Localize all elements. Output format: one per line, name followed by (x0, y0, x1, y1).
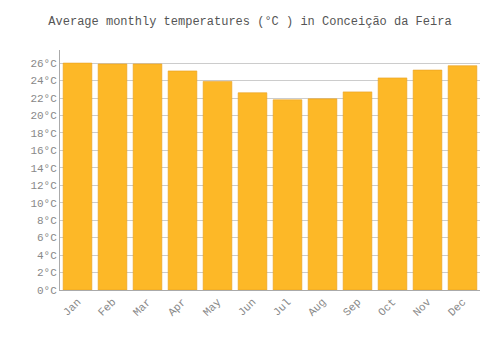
svg-text:Jan: Jan (61, 296, 83, 318)
svg-text:20°C: 20°C (30, 110, 57, 122)
svg-text:22°C: 22°C (30, 93, 57, 105)
svg-text:Average monthly temperatures (: Average monthly temperatures (°C ) in Co… (48, 15, 451, 29)
svg-text:Mar: Mar (131, 296, 153, 318)
svg-text:26°C: 26°C (30, 58, 57, 70)
svg-text:May: May (201, 296, 224, 319)
svg-text:Dec: Dec (446, 296, 468, 318)
svg-text:Nov: Nov (411, 296, 434, 319)
svg-text:10°C: 10°C (30, 198, 57, 210)
svg-text:18°C: 18°C (30, 128, 57, 140)
svg-text:0°C: 0°C (37, 285, 57, 297)
svg-text:Jul: Jul (271, 296, 293, 318)
svg-text:14°C: 14°C (30, 163, 57, 175)
svg-text:Oct: Oct (376, 296, 398, 318)
svg-text:Aug: Aug (306, 296, 328, 318)
svg-text:Apr: Apr (166, 296, 188, 318)
svg-text:Sep: Sep (341, 296, 363, 318)
svg-text:Jun: Jun (236, 296, 258, 318)
svg-text:8°C: 8°C (37, 215, 57, 227)
svg-text:16°C: 16°C (30, 145, 57, 157)
svg-text:Feb: Feb (96, 296, 118, 318)
svg-text:6°C: 6°C (37, 232, 57, 244)
svg-text:2°C: 2°C (37, 267, 57, 279)
svg-text:4°C: 4°C (37, 250, 57, 262)
svg-text:24°C: 24°C (30, 75, 57, 87)
svg-text:12°C: 12°C (30, 180, 57, 192)
